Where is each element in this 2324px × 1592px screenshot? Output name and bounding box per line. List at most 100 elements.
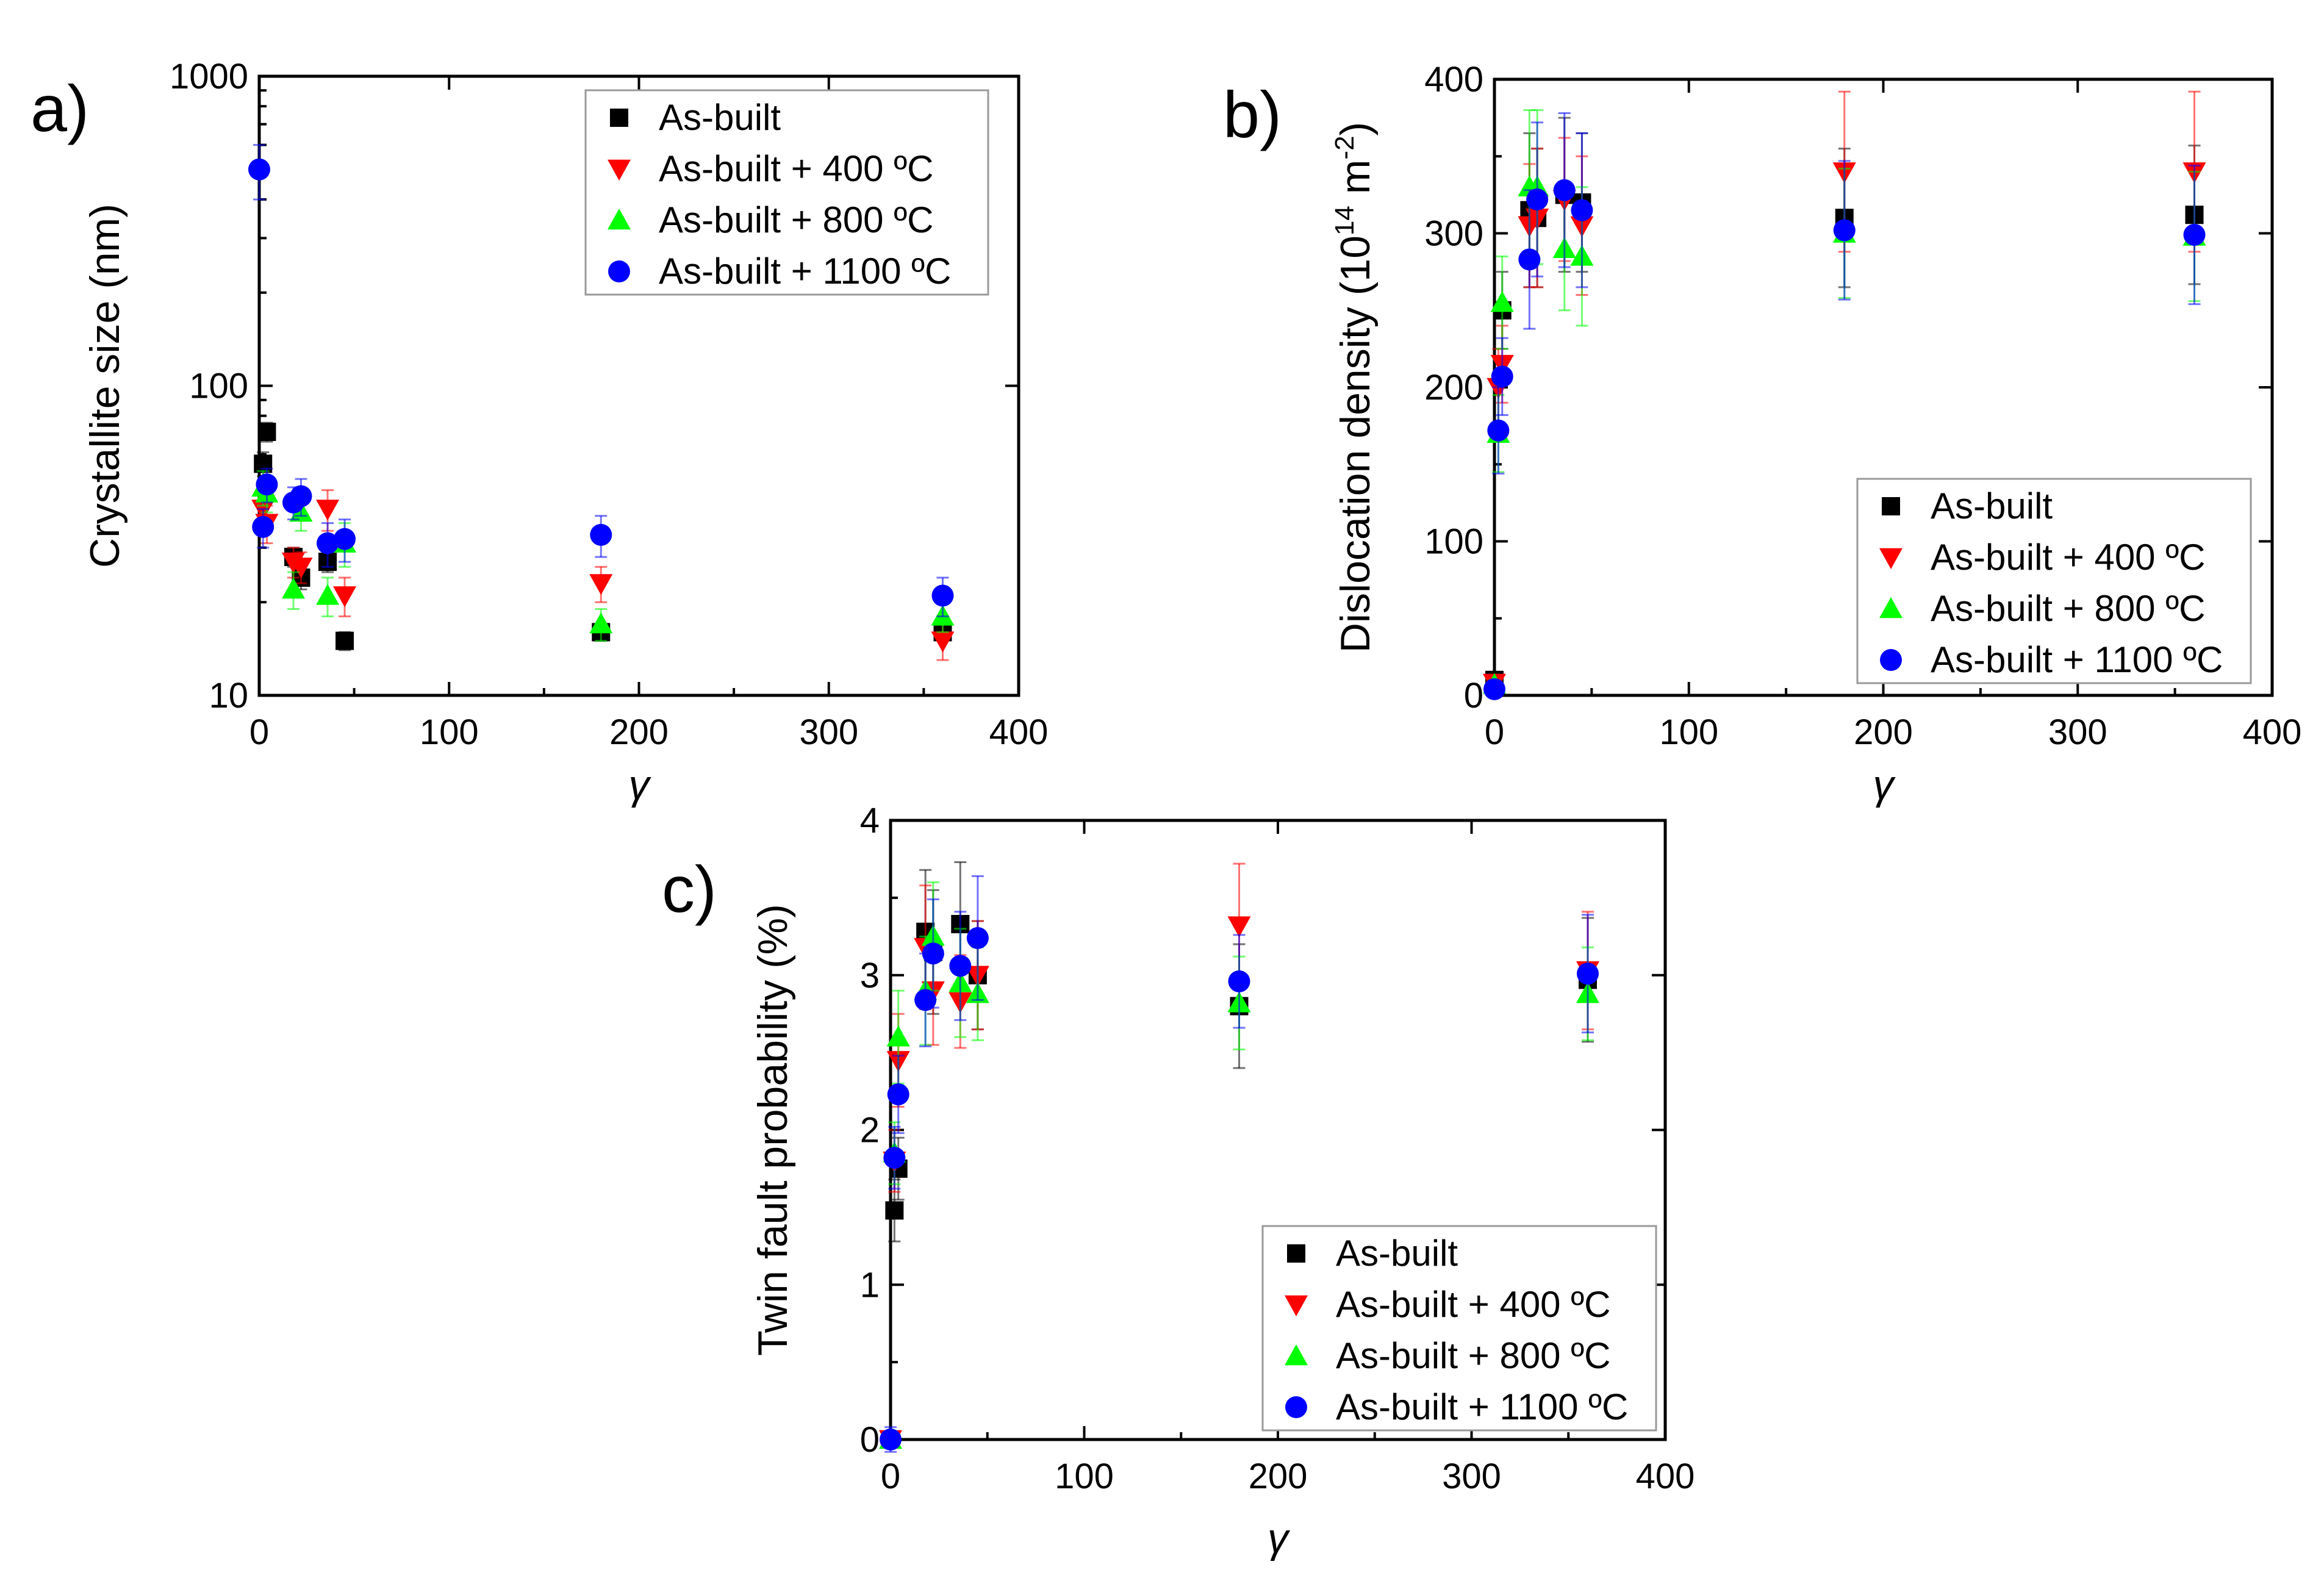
- legend-label: As-built + 1100 ºC: [1336, 1386, 1628, 1427]
- panel-label: a): [30, 71, 89, 145]
- data-point: [248, 158, 270, 181]
- legend-box: [584, 89, 989, 296]
- data-point: [289, 558, 313, 579]
- data-point: [590, 523, 612, 546]
- series-3: [880, 875, 1599, 1453]
- data-point: [2183, 224, 2206, 246]
- data-point: [257, 422, 276, 441]
- y-tick-label: 4: [860, 801, 880, 841]
- x-tick-label: 300: [1442, 1457, 1501, 1496]
- panel-b: b) 0 100 200 300 400 0 100 200 300 400 γ Dislocation…: [1223, 60, 2301, 808]
- y-tick-label: 300: [1424, 214, 1483, 254]
- legend-marker: [1287, 1244, 1305, 1263]
- legend-box: [1261, 1225, 1657, 1432]
- data-point: [1571, 199, 1593, 221]
- y-tick-label: 2: [860, 1111, 880, 1150]
- x-tick-label: 200: [1249, 1457, 1308, 1496]
- x-tick-label: 0: [881, 1457, 900, 1496]
- x-axis-title: γ: [629, 762, 652, 808]
- data-point: [254, 454, 273, 473]
- x-axis-title: γ: [1873, 762, 1896, 808]
- y-tick-label: 1: [860, 1265, 880, 1305]
- y-tick-label: 100: [189, 367, 248, 406]
- data-point: [1228, 970, 1250, 992]
- panel-a: a) 0 100 200 300 400 10 100 1000 γ Crystallite siz…: [30, 57, 1048, 808]
- data-point: [949, 955, 972, 977]
- data-point: [887, 1083, 909, 1106]
- y-axis-title: Dislocation density (1014 m-2): [1330, 122, 1379, 653]
- x-tick-label: 400: [2243, 712, 2302, 752]
- y-axis-title-part: -2: [1330, 135, 1360, 159]
- data-point: [1518, 248, 1541, 271]
- panel-label: c): [662, 852, 717, 926]
- data-point: [1526, 188, 1549, 210]
- y-axis-title-part: ): [1332, 122, 1379, 136]
- data-point: [335, 631, 354, 650]
- x-tick-label: 400: [989, 712, 1049, 752]
- panel-c: c) 0 100 200 300 400 0 1 2 3 4 γ Twin fault probabil…: [662, 801, 1695, 1562]
- legend-marker: [1879, 597, 1903, 619]
- y-tick-label: 200: [1424, 368, 1483, 407]
- data-point: [290, 485, 312, 507]
- x-tick-label: 300: [799, 712, 858, 752]
- data-point: [316, 584, 340, 605]
- x-tick-label: 0: [1485, 712, 1504, 752]
- y-axis-title: Twin fault probability (%): [750, 904, 796, 1356]
- y-axis-title-part: Dislocation density (10: [1332, 235, 1379, 653]
- panel-label: b): [1223, 77, 1282, 151]
- y-tick-label: 3: [860, 956, 880, 995]
- data-point: [316, 500, 340, 521]
- data-point: [886, 1025, 910, 1047]
- data-point: [880, 1429, 902, 1450]
- legend-label: As-built + 800 ºC: [659, 199, 933, 240]
- data-point: [1833, 219, 1856, 242]
- x-tick-label: 100: [420, 712, 479, 752]
- data-point: [1227, 916, 1251, 938]
- data-point: [931, 584, 954, 607]
- data-point: [1577, 963, 1599, 985]
- data-point: [1483, 678, 1505, 700]
- legend-marker: [608, 260, 630, 282]
- data-point: [1553, 179, 1576, 201]
- legend-marker: [608, 209, 631, 230]
- data-point: [931, 631, 955, 653]
- legend-label: As-built + 400 ºC: [1931, 537, 2205, 578]
- series-3: [1483, 112, 2206, 700]
- data-point: [966, 927, 989, 949]
- legend-marker: [1285, 1344, 1308, 1366]
- data-point: [589, 612, 613, 634]
- legend: As-built As-built + 400 ºC As-built + 800 …: [1856, 478, 2252, 684]
- legend-label: As-built + 400 ºC: [1336, 1284, 1610, 1325]
- data-point: [317, 532, 339, 554]
- y-tick-label: 0: [1464, 676, 1483, 715]
- legend-label: As-built + 1100 ºC: [659, 251, 951, 292]
- legend-marker: [1285, 1396, 1307, 1418]
- legend-marker: [1882, 497, 1900, 515]
- y-tick-label: 10: [209, 676, 248, 715]
- y-tick-label: 100: [1424, 522, 1483, 562]
- data-point: [333, 586, 357, 608]
- legend: As-built As-built + 400 ºC As-built + 800 …: [584, 89, 989, 296]
- x-tick-label: 100: [1055, 1457, 1114, 1496]
- data-point: [914, 989, 937, 1011]
- legend-marker: [608, 159, 631, 181]
- data-point: [589, 574, 613, 595]
- x-tick-label: 0: [249, 712, 269, 752]
- x-tick-label: 100: [1659, 712, 1718, 752]
- legend-label: As-built + 800 ºC: [1336, 1335, 1610, 1376]
- legend: As-built As-built + 400 ºC As-built + 800 …: [1261, 1225, 1657, 1432]
- x-tick-label: 200: [1854, 712, 1913, 752]
- x-tick-label: 300: [2048, 712, 2107, 752]
- y-tick-label: 1000: [170, 57, 248, 96]
- data-point: [256, 473, 278, 496]
- x-tick-label: 200: [609, 712, 669, 752]
- legend-marker: [1880, 649, 1902, 671]
- legend-label: As-built + 800 ºC: [1931, 588, 2205, 629]
- x-tick-label: 400: [1636, 1457, 1695, 1496]
- y-tick-label: 400: [1424, 60, 1483, 99]
- data-point: [883, 1147, 906, 1169]
- legend-marker: [1879, 548, 1903, 569]
- legend-label: As-built: [1336, 1233, 1458, 1274]
- x-axis-title: γ: [1268, 1515, 1291, 1562]
